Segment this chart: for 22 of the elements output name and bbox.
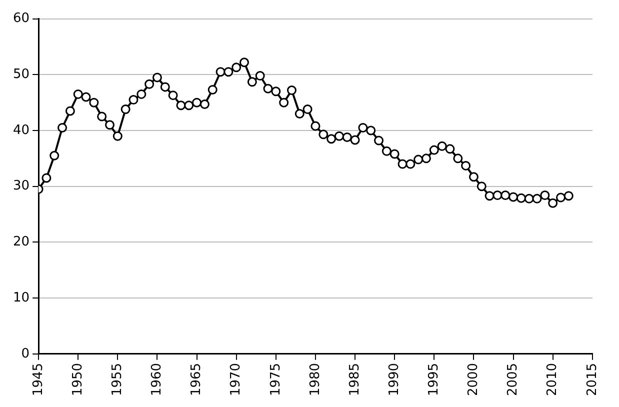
x-tick-label: 1995 (426, 362, 442, 396)
x-tick-label: 2010 (545, 362, 560, 396)
x-tick-label: 1990 (386, 362, 402, 396)
y-tick-label: 40 (12, 122, 30, 138)
x-tick-label: 2000 (466, 362, 482, 396)
x-tick-label: 1960 (150, 362, 165, 396)
x-tick-label: 1975 (268, 362, 284, 396)
x-tick-label: 1985 (347, 362, 362, 396)
y-tick-label: 30 (12, 178, 30, 194)
y-tick-label: 0 (21, 346, 30, 362)
y-tick-label: 20 (12, 234, 30, 250)
x-tick-label: 1980 (308, 362, 323, 396)
x-tick-label: 2015 (584, 362, 600, 396)
y-tick-label: 10 (12, 290, 30, 306)
x-tick-label: 1945 (30, 362, 46, 396)
y-tick-label: 60 (12, 11, 30, 26)
x-tick-label: 1970 (228, 362, 244, 396)
x-tick-label: 1955 (110, 362, 126, 396)
x-tick-label: 1950 (70, 362, 86, 396)
y-tick-label: 50 (12, 67, 30, 82)
x-tick-label: 1965 (189, 362, 204, 396)
x-tick-label: 2005 (506, 362, 521, 396)
